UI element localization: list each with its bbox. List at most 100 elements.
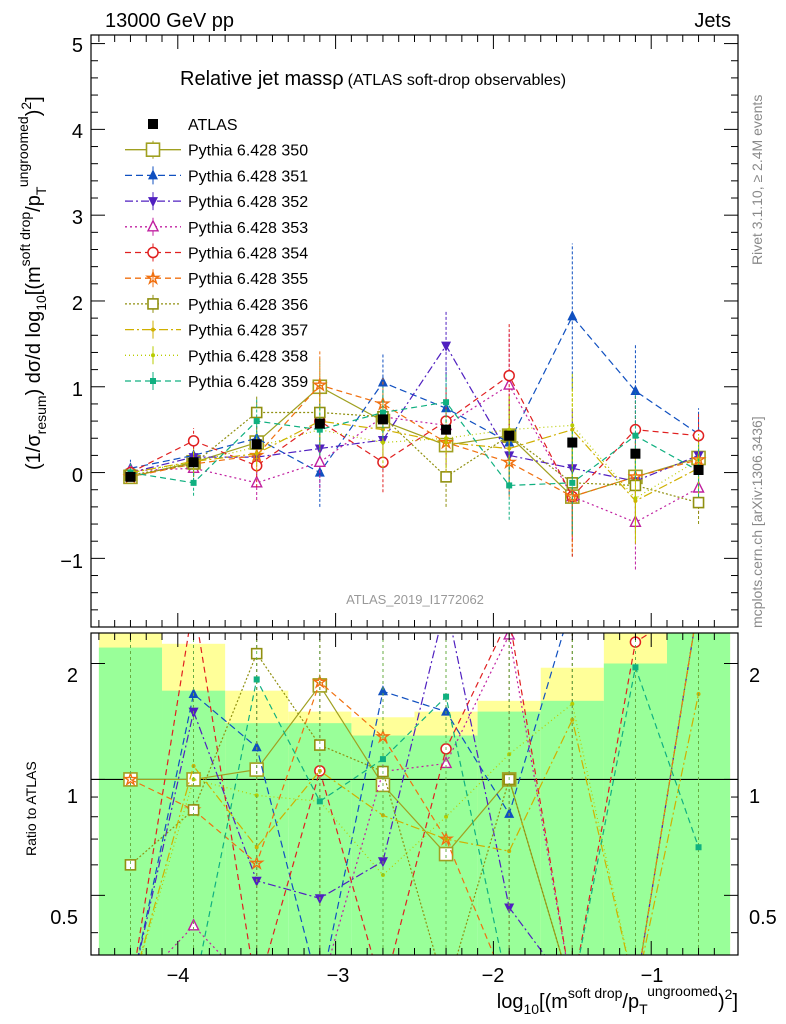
legend-label: Pythia 6.428 355 (188, 271, 308, 288)
marker-square (504, 430, 515, 441)
marker-square (632, 664, 639, 671)
ratio-panel-content (91, 633, 738, 955)
marker-square (147, 298, 159, 310)
series-line (130, 384, 699, 523)
marker-star (438, 830, 455, 846)
series-main-group (127, 372, 702, 535)
marker-square (569, 479, 576, 486)
marker-triangle-up (188, 687, 199, 698)
x-tick-label: −1 (641, 965, 664, 987)
ratio-tick-label-right: 0.5 (749, 907, 777, 929)
marker-square (692, 496, 705, 509)
y-tick-label: 4 (72, 121, 83, 143)
marker-square (379, 409, 386, 416)
marker-square (630, 448, 641, 459)
x-tick-labels: −4 −3 −2 −1 (167, 965, 664, 987)
series-ratio-line (138, 633, 695, 955)
marker-square (253, 676, 260, 683)
x-tick-label: −4 (167, 965, 190, 987)
marker-triangle-up (504, 807, 515, 818)
plot-title-sub: (ATLAS soft-drop observables) (348, 72, 566, 89)
marker-square (441, 424, 452, 435)
x-axis-label: log10[(msoft drop/pTungroomed)2] (497, 983, 738, 1017)
y-tick-label: −1 (60, 551, 83, 573)
marker-square (567, 437, 578, 448)
series-ratio-group (130, 633, 702, 955)
header-energy: 13000 GeV pp (105, 10, 234, 32)
marker-square (249, 762, 264, 777)
marker-square (316, 798, 323, 805)
marker-triangle-up (146, 219, 160, 232)
marker-square (443, 399, 450, 406)
legend-label: ATLAS (188, 117, 238, 134)
marker-star (311, 673, 328, 689)
series-ratio-line (140, 693, 700, 955)
series-line (130, 386, 699, 498)
marker-triangle-down (148, 197, 158, 208)
marker-square (125, 471, 136, 482)
marker-square (150, 378, 156, 384)
plot-title-main: Relative jet massρ (180, 68, 344, 90)
legend-label: Pythia 6.428 353 (188, 220, 308, 237)
ratio-tick-label-left: 1 (67, 786, 78, 808)
marker-square (148, 119, 158, 129)
series-ratio-group (130, 633, 699, 955)
marker-triangle-up (377, 685, 388, 696)
legend-label: Pythia 6.428 351 (188, 168, 308, 185)
marker-triangle-up (377, 376, 388, 387)
marker-dot (151, 327, 155, 332)
marker-triangle-down (504, 903, 515, 914)
marker-circle (503, 369, 515, 382)
main-panel-content (122, 243, 707, 570)
marker-square (251, 439, 262, 450)
ratio-tick-label-right: 1 (749, 786, 760, 808)
series-ratio-line (135, 633, 652, 955)
marker-square (145, 142, 161, 157)
x-tick-label: −2 (482, 965, 505, 987)
ratio-axis-label: Ratio to ATLAS (23, 761, 39, 856)
marker-dot (151, 353, 155, 358)
marker-triangle-up (503, 377, 516, 390)
header-process: Jets (694, 10, 731, 32)
x-tick-label: −3 (327, 965, 350, 987)
ratio-tick-label-left: 0.5 (50, 907, 78, 929)
series-main-group (124, 382, 705, 535)
legend-label: Pythia 6.428 357 (188, 323, 308, 340)
legend-label: Pythia 6.428 358 (188, 348, 308, 365)
rivet-version-label: Rivet 3.1.10, ≥ 2.4M events (749, 95, 765, 265)
marker-dot (507, 427, 512, 432)
plot-title: Relative jet massρ (ATLAS soft-drop obser… (180, 68, 566, 90)
marker-triangle-up (313, 454, 326, 467)
marker-triangle-up (567, 310, 578, 321)
marker-square (188, 457, 199, 468)
marker-square (695, 844, 702, 851)
marker-circle (147, 246, 159, 259)
series-line (130, 374, 699, 498)
series-line (130, 420, 699, 502)
marker-triangle-up (630, 385, 641, 396)
legend-label: Pythia 6.428 356 (188, 297, 308, 314)
y-tick-label: 5 (72, 35, 83, 57)
series-line (130, 424, 699, 500)
marker-circle (187, 435, 200, 447)
marker-circle (692, 429, 705, 442)
marker-square (316, 426, 323, 433)
ratio-tick-label-right: 2 (749, 665, 760, 687)
series-line (130, 411, 699, 504)
marker-dot (570, 423, 575, 428)
marker-square (190, 479, 197, 486)
marker-dot (444, 814, 449, 819)
main-y-tick-labels: −1 0 1 2 3 4 5 (60, 35, 83, 573)
marker-dot (317, 768, 322, 773)
marker-triangle-down (441, 341, 452, 352)
analysis-id-label: ATLAS_2019_I1772062 (346, 592, 484, 607)
series-line (130, 315, 699, 474)
y-axis-label: (1/σresum) dσ/d log10[(msoft drop/pTungr… (15, 96, 49, 470)
marker-star (374, 728, 391, 744)
series-ratio-line (200, 665, 700, 955)
ratio-tick-label-left: 2 (67, 665, 78, 687)
axis-ticks (91, 35, 738, 955)
marker-square (506, 482, 513, 489)
legend: ATLAS Pythia 6.428 350 Pythia 6.428 351 Pyt… (125, 117, 308, 391)
marker-dot (380, 427, 385, 432)
